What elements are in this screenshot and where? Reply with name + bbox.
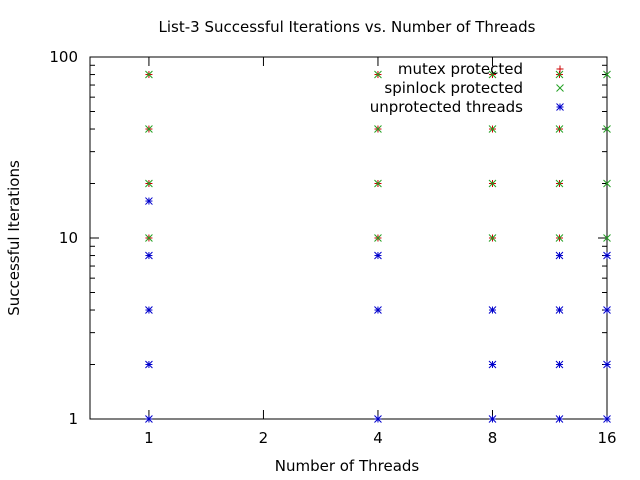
data-point (603, 306, 611, 314)
x-tick-label: 4 (373, 429, 383, 447)
data-point (488, 415, 497, 423)
x-tick-label: 16 (597, 429, 616, 447)
data-point (145, 251, 153, 260)
data-point (603, 415, 611, 423)
data-point (555, 415, 564, 423)
legend-marker (556, 103, 564, 111)
x-tick-label: 2 (259, 429, 269, 447)
data-point (488, 234, 497, 242)
data-point (145, 179, 153, 188)
series-unprotected-threads (145, 197, 611, 423)
data-point (488, 125, 497, 133)
y-axis-label: Successful Iterations (5, 160, 23, 316)
y-tick-label: 10 (59, 229, 78, 247)
data-point (488, 306, 497, 314)
data-point (603, 70, 611, 79)
data-point (145, 197, 153, 205)
data-point (488, 179, 497, 188)
data-point (555, 179, 564, 188)
x-tick-label: 8 (488, 429, 498, 447)
axis-ticks: 1 10 100 1 2 4 8 16 (49, 48, 616, 447)
data-point (145, 415, 153, 423)
data-point (603, 179, 611, 188)
legend-label: spinlock protected (384, 79, 523, 97)
plot-area (89, 56, 608, 420)
data-point (374, 415, 382, 423)
data-point (145, 360, 153, 369)
chart-title: List-3 Successful Iterations vs. Number … (159, 18, 536, 36)
data-point (555, 251, 564, 260)
data-point (374, 251, 382, 260)
data-point (603, 360, 611, 369)
legend-marker (556, 84, 564, 92)
x-axis-label: Number of Threads (275, 457, 420, 475)
plot-frame (89, 56, 608, 420)
data-point (555, 360, 564, 369)
data-point (374, 306, 382, 314)
data-point (555, 306, 564, 314)
data-point (145, 306, 153, 314)
data-point (555, 70, 564, 79)
data-point (555, 234, 564, 242)
data-point (374, 179, 382, 188)
data-point (603, 125, 611, 133)
data-point (555, 125, 564, 133)
data-points (145, 70, 611, 423)
legend-label: unprotected threads (370, 98, 523, 116)
data-point (374, 70, 382, 79)
data-point (374, 234, 382, 242)
series-spinlock-protected (145, 70, 611, 242)
y-tick-label: 100 (49, 48, 78, 66)
y-tick-label: 1 (68, 410, 78, 428)
legend-marker (556, 65, 564, 73)
data-point (603, 251, 611, 260)
legend-label: mutex protected (398, 60, 523, 78)
data-point (488, 70, 497, 79)
data-point (488, 360, 497, 369)
data-point (603, 234, 611, 242)
x-tick-label: 1 (144, 429, 154, 447)
data-point (374, 125, 382, 133)
data-point (145, 125, 153, 133)
data-point (145, 70, 153, 79)
data-point (145, 234, 153, 242)
